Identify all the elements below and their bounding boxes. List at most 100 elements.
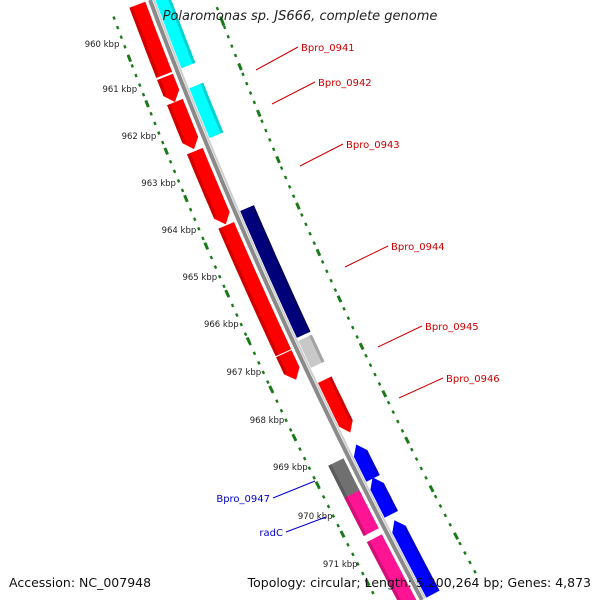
gene-feature[interactable] [353,444,380,482]
gene-label[interactable]: Bpro_0947 [216,494,270,505]
ruler-dot [222,25,227,30]
gene-label[interactable]: Bpro_0945 [425,322,479,333]
gene-feature-shade [129,6,160,78]
ruler-dot [241,72,245,77]
gene-feature-shade [218,227,279,357]
ruler-tick-mark-right [404,436,411,445]
ruler-tick-mark-right [295,202,301,210]
ruler-dot [458,541,462,546]
gene-label[interactable]: radC [259,528,283,539]
map-title: Polaromonas sp. JS666, complete genome [162,9,438,24]
gene-feature[interactable] [157,73,180,102]
ruler-dot [288,427,293,432]
ruler-dot [342,306,346,311]
gene-label-leader [271,81,316,105]
gene-feature[interactable] [370,477,398,518]
gene-feature-shade [276,355,288,375]
ruler-dot [291,194,296,199]
gene-feature-shade [328,464,349,500]
ruler-dot [115,25,120,30]
ruler-tick-mark-right [336,295,343,303]
gene-feature-shade [344,496,367,537]
ruler-dot [245,81,249,86]
ruler-dot [326,504,331,509]
ruler-tick-label: 969 kbp [273,463,308,473]
gene-label[interactable]: Bpro_0941 [301,43,355,54]
gene-feature[interactable] [318,376,353,433]
gene-feature-shade [167,103,186,144]
gene-feature[interactable] [366,534,418,600]
genome-summary-text: Topology: circular; Length: 5,200,264 bp… [247,575,591,590]
gene-feature-shade [403,525,440,592]
ruler-dot [396,419,400,424]
gene-feature[interactable] [328,458,361,500]
ruler-dot [248,91,253,95]
ruler-dot [448,522,452,527]
gene-feature-shade [328,376,353,422]
gene-feature[interactable] [240,205,311,338]
gene-label[interactable]: Bpro_0943 [346,140,400,151]
ruler-dot [312,241,316,246]
gene-feature[interactable] [189,82,224,139]
ruler-dot [438,504,443,508]
ruler-dot [192,217,197,222]
gene-label[interactable]: Bpro_0946 [446,374,500,385]
ruler-dot [346,542,350,547]
ruler-tick-mark [203,242,210,250]
ruler-dot [304,222,308,227]
ruler-dot [123,44,127,49]
gene-feature[interactable] [167,98,199,150]
ruler-dot [112,16,116,20]
ruler-tick-label: 962 kbp [122,132,157,142]
gene-label-leader [377,325,423,348]
ruler-tick-mark [291,433,298,442]
ruler-dot [188,207,193,212]
gene-label[interactable]: Bpro_0944 [391,242,445,253]
ruler-dot [275,399,279,404]
ruler-dotted-guides [112,6,477,595]
gene-feature[interactable] [392,520,440,598]
gene-feature[interactable] [218,222,292,357]
ruler-dot [302,456,307,461]
ruler-dot [377,381,382,386]
ruler-dot [336,523,340,528]
ruler-dot [373,372,377,377]
ruler-dot [350,325,355,330]
ruler-dot [252,100,257,105]
ruler-tick-mark-right [358,342,365,351]
ruler-tick-mark-right [237,63,243,71]
ruler-dot [284,418,288,423]
ruler-dot [346,316,351,321]
ruler-dot [217,274,222,279]
ruler-tick-label: 961 kbp [102,85,137,95]
gene-feature[interactable] [276,350,300,380]
gene-feature-shade [366,540,401,600]
gene-feature-shade [200,82,224,134]
ruler-dot [119,35,123,40]
ruler-dot [333,288,338,292]
ruler-tick-mark [224,289,230,298]
gene-feature[interactable] [129,1,173,79]
ruler-dot [266,380,270,384]
ruler-dot [172,169,177,174]
ruler-dot [252,351,257,356]
ruler-tick-mark-right [428,484,435,493]
ruler-dot [468,560,472,565]
ruler-dot [233,53,238,58]
gene-feature[interactable] [344,490,379,537]
ruler-dot [168,159,173,164]
backbone-highlight [152,0,426,599]
ruler-tick-mark [314,481,321,489]
ruler-dot [180,188,185,193]
gene-feature[interactable] [187,147,230,225]
ruler-tick-mark-right [381,389,388,398]
ruler-dot [329,278,333,283]
gene-label[interactable]: Bpro_0942 [318,78,372,89]
gene-feature[interactable] [298,334,325,368]
ruler-dot [287,184,292,189]
ruler-tick-mark [144,99,150,108]
ruler-tick-mark [183,194,189,203]
ruler-dot [141,92,146,97]
gene-feature[interactable] [155,0,196,69]
ruler-dot [219,16,223,20]
